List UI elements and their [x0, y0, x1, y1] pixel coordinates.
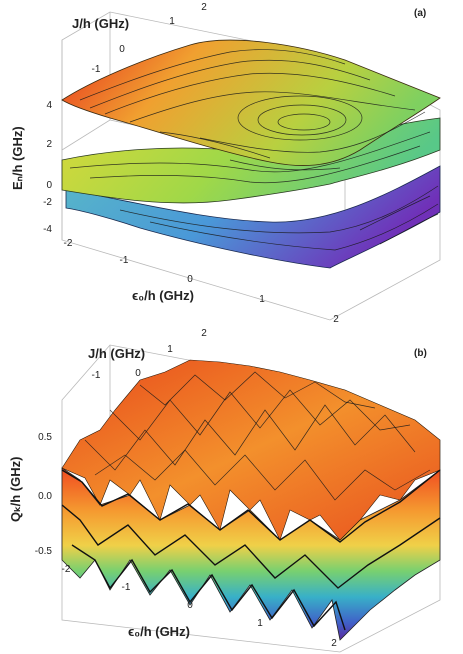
panel-a-x-tick: -1: [120, 255, 129, 266]
panel-a-x-ticks: -2 -1 0 1 2: [64, 238, 340, 325]
panel-b-x-tick: 2: [331, 638, 337, 649]
panel-a-z-tick: -4: [43, 224, 52, 235]
panel-b: (b) -1 0 1 2 J/h (GHz) 0.5 0.0 -0.5 Qₖ/h…: [8, 328, 441, 653]
panel-b-y-tick: 1: [167, 344, 173, 355]
panel-a-y-label: J/h (GHz): [72, 16, 129, 31]
panel-b-z-ticks: 0.5 0.0 -0.5: [35, 432, 53, 557]
panel-b-y-label: J/h (GHz): [88, 346, 145, 361]
surface-b-ridges: [84, 371, 431, 501]
panel-b-y-ticks: -1 0 1 2: [92, 328, 208, 381]
panel-a-y-tick: -1: [92, 64, 101, 75]
surface-a-contours: [69, 49, 439, 251]
panel-a-z-tick: 4: [46, 100, 52, 111]
panel-b-z-label: Qₖ/h (GHz): [8, 457, 23, 522]
panel-a-y-tick: 2: [201, 2, 207, 13]
panel-b-x-tick: 1: [257, 618, 263, 629]
panel-a-x-tick: 1: [259, 294, 265, 305]
surface-a-upper: [61, 39, 441, 166]
panel-b-x-tick: -1: [122, 582, 131, 593]
panel-b-z-tick: -0.5: [35, 546, 53, 557]
panel-a-z-ticks: 4 2 0 -2 -4: [43, 100, 52, 235]
panel-a-z-label: Eₙ/h (GHz): [10, 126, 25, 190]
panel-a-x-tick: 2: [333, 314, 339, 325]
panel-a-x-label: ϵ₀/h (GHz): [132, 288, 194, 303]
panel-a-z-tick: 2: [46, 139, 52, 150]
panel-b-y-tick: 0: [135, 368, 141, 379]
surface-b-edges: [61, 469, 441, 631]
panel-b-x-ticks: -2 -1 0 1 2: [62, 564, 338, 649]
panel-a-z-tick: 0: [46, 180, 52, 191]
panel-b-label: (b): [414, 348, 427, 359]
panel-a-label: (a): [414, 8, 426, 19]
panel-b-y-tick: 2: [201, 328, 207, 339]
panel-b-z-tick: 0.5: [38, 432, 52, 443]
panel-b-z-tick: 0.0: [38, 491, 52, 502]
surface-b-top: [61, 359, 441, 541]
panel-a-x-tick: 0: [187, 274, 193, 285]
panel-a-z-tick: -2: [43, 197, 52, 208]
panel-a-x-tick: -2: [64, 238, 73, 249]
panel-b-x-tick: -2: [62, 564, 71, 575]
panel-a: (a) -1 0 1 2 J/h (GHz) 4 2 0 -2 -4 Eₙ/h …: [10, 2, 441, 325]
panel-b-x-tick: 0: [187, 600, 193, 611]
panel-a-y-ticks: -1 0 1 2: [92, 2, 208, 75]
panel-a-y-tick: 0: [119, 44, 125, 55]
panel-b-y-tick: -1: [92, 370, 101, 381]
panel-a-y-tick: 1: [169, 16, 175, 27]
panel-b-x-label: ϵ₀/h (GHz): [128, 624, 190, 639]
